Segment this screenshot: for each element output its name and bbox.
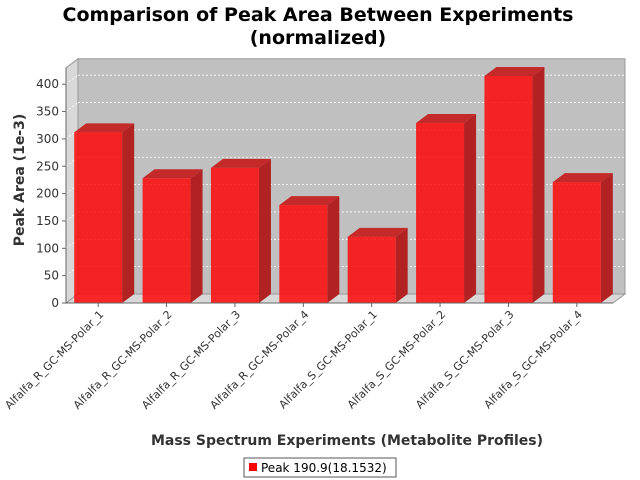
y-axis: 0 50 100 150 200 250 300 350 400 [36, 67, 67, 310]
x-axis: Alfalfa_R_GC-MS-Polar_1Alfalfa_R_GC-MS-P… [2, 302, 613, 412]
y-tick-label: 400 [36, 77, 59, 91]
bar [552, 173, 613, 303]
legend: Peak 190.9(18.1532) [243, 457, 397, 478]
bar-top [279, 196, 340, 206]
bar [279, 196, 340, 303]
legend-swatch [249, 463, 257, 471]
gridline-diagonal [65, 102, 79, 112]
bar-side [532, 66, 545, 304]
bar-front [142, 178, 191, 303]
chart-title-line-2: (normalized) [250, 27, 387, 49]
bar-front [279, 205, 328, 303]
bar-top [552, 173, 613, 183]
bar [416, 114, 477, 303]
bar-front [347, 236, 396, 303]
bar [74, 123, 135, 303]
y-tick-label: 350 [36, 105, 59, 119]
chart-title-line-1: Comparison of Peak Area Between Experime… [63, 4, 574, 26]
bar-top [416, 114, 477, 124]
bar-side [395, 227, 408, 303]
bar-front [210, 167, 259, 303]
y-tick-label: 50 [44, 269, 59, 283]
bar-top [74, 123, 135, 133]
legend-series-label: Peak 190.9(18.1532) [261, 461, 387, 475]
bar-top [210, 158, 271, 168]
bar [210, 158, 271, 303]
bar [484, 66, 545, 304]
bar-side [327, 196, 340, 303]
x-axis-label: Mass Spectrum Experiments (Metabolite Pr… [151, 433, 543, 449]
legend-box [243, 457, 397, 478]
bar-front [74, 132, 123, 303]
bar-front [552, 182, 601, 303]
y-tick-label: 0 [51, 296, 59, 310]
bar-side [464, 114, 477, 303]
y-tick-label: 200 [36, 187, 59, 201]
bar-top [347, 227, 408, 237]
y-tick-label: 150 [36, 214, 59, 228]
bar [347, 227, 408, 303]
y-tick-label: 300 [36, 132, 59, 146]
bar-side [122, 123, 135, 303]
bar-front [484, 75, 533, 304]
bars [74, 66, 613, 304]
bar [142, 169, 203, 303]
y-tick-label: 100 [36, 241, 59, 255]
gridline-diagonal [65, 74, 79, 85]
bar-side [600, 173, 613, 303]
y-axis-label: Peak Area (1e-3) [12, 114, 28, 247]
bar-top [142, 169, 203, 179]
bar-top [484, 66, 545, 76]
bar-side [258, 158, 271, 303]
bar-front [416, 123, 465, 303]
bar-side [190, 169, 203, 303]
y-tick-label: 250 [36, 159, 59, 173]
